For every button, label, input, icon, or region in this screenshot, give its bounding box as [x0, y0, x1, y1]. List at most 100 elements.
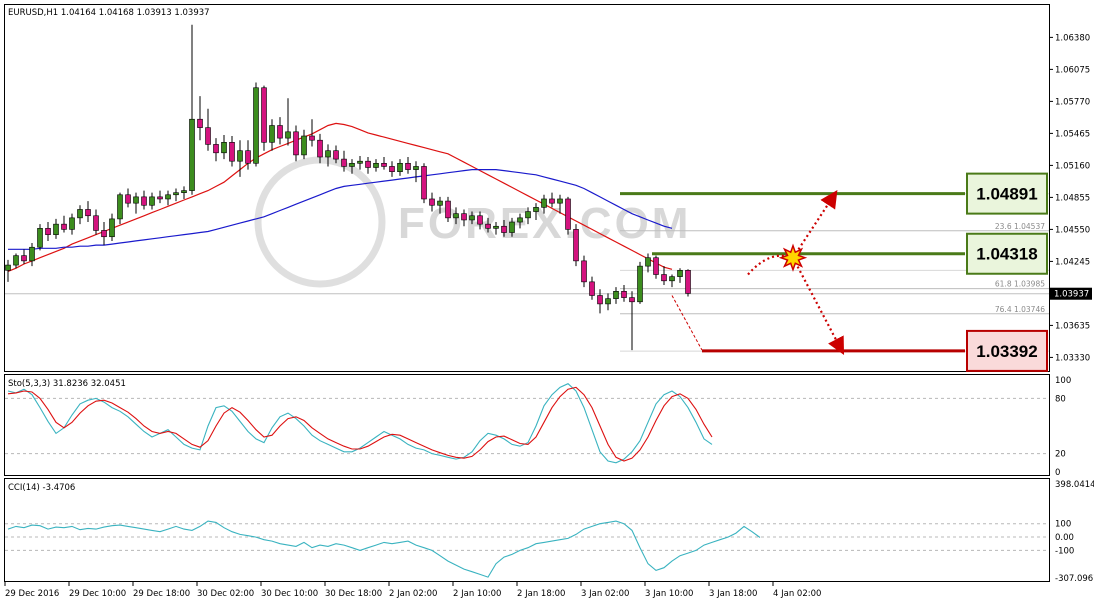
candle [389, 161, 395, 177]
candle-body [5, 264, 11, 271]
candle-body [37, 228, 43, 248]
candle [637, 261, 643, 304]
candle-body [53, 223, 59, 235]
candle-body [461, 213, 467, 221]
x-tick-label: 3 Jan 18:00 [709, 589, 757, 599]
candle-body [685, 270, 691, 294]
candle [101, 222, 107, 246]
axes: 1.06380 1.06075 1.05770 1.05465 1.05160 1.048… [4, 33, 1094, 599]
level-box: 1.03392 [966, 329, 1048, 372]
y-tick-label: 1.06075 [1055, 65, 1090, 75]
candle [29, 243, 35, 267]
x-tick-label: 3 Jan 02:00 [581, 589, 629, 599]
level-box-label: 1.03392 [976, 342, 1037, 361]
candle-body [101, 230, 107, 238]
cci-tick-label: -307.0967 [1055, 574, 1094, 584]
candle [261, 85, 267, 151]
level-box-bg [966, 172, 1048, 215]
candle-body [173, 192, 179, 196]
candle [205, 108, 211, 151]
candle-body [557, 198, 563, 204]
y-tick-label: 1.04245 [1055, 257, 1090, 267]
candle-body [477, 215, 483, 225]
candle [485, 217, 491, 233]
current-price-badge [1050, 287, 1092, 300]
candle-body [421, 166, 427, 200]
candle-body [661, 274, 667, 282]
candle-body [149, 196, 155, 206]
candle-body [205, 127, 211, 145]
candle [581, 255, 587, 288]
trend-dashed-line [671, 295, 703, 351]
candle-body [589, 281, 595, 296]
candle [93, 209, 99, 235]
candle-body [301, 135, 307, 156]
stochastic-tick-label: 0 [1055, 468, 1060, 478]
candle [141, 190, 147, 210]
candle-body [133, 196, 139, 204]
candle-body [317, 139, 323, 158]
candle-body [405, 162, 411, 170]
candle [605, 293, 611, 311]
x-tick-label: 3 Jan 10:00 [645, 589, 693, 599]
candle-body [21, 255, 27, 262]
candle-body [653, 257, 659, 275]
candle [165, 190, 171, 206]
candle-body [597, 295, 603, 305]
candle-body [517, 217, 523, 223]
candle [469, 211, 475, 225]
candle [69, 213, 75, 235]
candle-body [109, 218, 115, 238]
candle [509, 217, 515, 237]
cci-line [7, 520, 761, 578]
level-box-bg [966, 232, 1048, 275]
candle [645, 253, 651, 273]
candle [597, 289, 603, 314]
main-header: EURUSD,H1 1.04164 1.04168 1.03913 1.0393… [8, 8, 210, 18]
candle [397, 159, 403, 176]
candle [413, 161, 419, 183]
breakout-star-icon [778, 243, 808, 272]
main-plot: 23.6 1.04537 61.8 1.03985 76.4 1.03746 1.04… [5, 24, 1049, 372]
candle-body [509, 221, 515, 233]
candle-body [381, 162, 387, 167]
candle [53, 218, 59, 239]
candle-body [541, 198, 547, 208]
candle-body [141, 196, 147, 206]
candle [565, 196, 571, 235]
candle-body [253, 87, 259, 164]
candle-body [261, 87, 267, 143]
current-price-label: 1.03937 [1054, 290, 1089, 300]
candle-body [397, 162, 403, 172]
candle-body [453, 213, 459, 219]
cci-plot [5, 520, 1049, 578]
candle [301, 129, 307, 160]
fib-label: 23.6 1.04537 [995, 222, 1045, 231]
candle [453, 207, 459, 225]
candle [549, 192, 555, 208]
cci-header: CCI(14) -3.4706 [8, 483, 75, 493]
candle [621, 285, 627, 302]
candle-body [613, 291, 619, 299]
candle-body [493, 225, 499, 229]
candle-body [437, 200, 443, 206]
y-tick-label: 1.04550 [1055, 225, 1090, 235]
candle-body [221, 142, 227, 154]
candle [573, 224, 579, 267]
candle-body [365, 160, 371, 168]
candle [445, 196, 451, 223]
candle [237, 140, 243, 177]
candle-body [501, 225, 507, 233]
candle [133, 192, 139, 214]
candle-body [573, 229, 579, 262]
candle-body [445, 200, 451, 219]
fib-label: 76.4 1.03746 [995, 305, 1045, 314]
candle-body [349, 162, 355, 167]
cci-tick-label: 0.00 [1055, 533, 1074, 543]
candle-body [533, 207, 539, 212]
candle [293, 125, 299, 162]
candle [661, 266, 667, 286]
candle [437, 196, 443, 214]
main-chart-frame [4, 4, 1050, 372]
candle-body [269, 125, 275, 143]
